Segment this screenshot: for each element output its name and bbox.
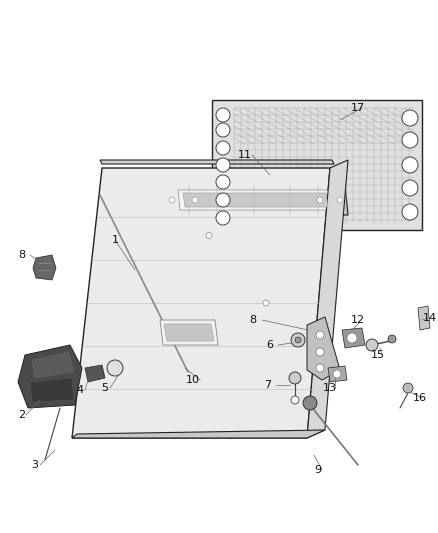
- Circle shape: [107, 360, 123, 376]
- Circle shape: [316, 331, 324, 339]
- Polygon shape: [30, 378, 74, 402]
- Circle shape: [216, 193, 230, 207]
- Text: 2: 2: [18, 410, 25, 420]
- Text: 17: 17: [351, 103, 365, 113]
- Polygon shape: [178, 190, 332, 210]
- Circle shape: [316, 364, 324, 372]
- Text: 14: 14: [423, 313, 437, 323]
- Text: 5: 5: [102, 383, 109, 393]
- Circle shape: [388, 335, 396, 343]
- Polygon shape: [33, 255, 56, 280]
- Text: 6: 6: [266, 340, 273, 350]
- Circle shape: [347, 333, 357, 343]
- Circle shape: [216, 108, 230, 122]
- Polygon shape: [72, 430, 325, 438]
- Circle shape: [216, 158, 230, 172]
- Circle shape: [295, 337, 301, 343]
- Polygon shape: [164, 324, 214, 341]
- Polygon shape: [307, 160, 348, 438]
- Text: 15: 15: [371, 350, 385, 360]
- Polygon shape: [18, 345, 82, 408]
- Polygon shape: [307, 317, 340, 380]
- Circle shape: [291, 333, 305, 347]
- Circle shape: [303, 396, 317, 410]
- Polygon shape: [418, 306, 430, 330]
- Circle shape: [216, 211, 230, 225]
- Circle shape: [206, 232, 212, 238]
- Circle shape: [316, 348, 324, 356]
- Text: 12: 12: [351, 315, 365, 325]
- Text: 8: 8: [18, 250, 25, 260]
- Circle shape: [192, 197, 198, 203]
- Circle shape: [402, 132, 418, 148]
- Polygon shape: [342, 328, 365, 348]
- Polygon shape: [32, 352, 74, 378]
- Circle shape: [402, 157, 418, 173]
- Circle shape: [317, 197, 323, 203]
- Text: 7: 7: [265, 380, 272, 390]
- Circle shape: [216, 175, 230, 189]
- Circle shape: [333, 370, 341, 378]
- Text: 4: 4: [77, 385, 84, 395]
- Circle shape: [402, 110, 418, 126]
- Polygon shape: [85, 365, 105, 382]
- Circle shape: [289, 372, 301, 384]
- Circle shape: [337, 197, 343, 203]
- Circle shape: [313, 359, 319, 366]
- Circle shape: [403, 383, 413, 393]
- Circle shape: [291, 396, 299, 404]
- Text: 16: 16: [413, 393, 427, 403]
- Circle shape: [216, 123, 230, 137]
- Circle shape: [169, 197, 175, 203]
- Text: 8: 8: [249, 315, 257, 325]
- Polygon shape: [212, 100, 422, 230]
- Polygon shape: [328, 366, 347, 382]
- Circle shape: [216, 141, 230, 155]
- Text: 10: 10: [186, 375, 200, 385]
- Circle shape: [263, 300, 269, 306]
- Text: 3: 3: [32, 460, 39, 470]
- Text: 1: 1: [112, 235, 119, 245]
- Polygon shape: [183, 193, 328, 207]
- Polygon shape: [72, 168, 330, 438]
- Circle shape: [402, 180, 418, 196]
- Text: 9: 9: [314, 465, 321, 475]
- Circle shape: [402, 204, 418, 220]
- Circle shape: [366, 339, 378, 351]
- Text: 13: 13: [323, 383, 337, 393]
- Text: 11: 11: [238, 150, 252, 160]
- Polygon shape: [160, 320, 218, 345]
- Polygon shape: [100, 160, 334, 164]
- Polygon shape: [162, 185, 348, 215]
